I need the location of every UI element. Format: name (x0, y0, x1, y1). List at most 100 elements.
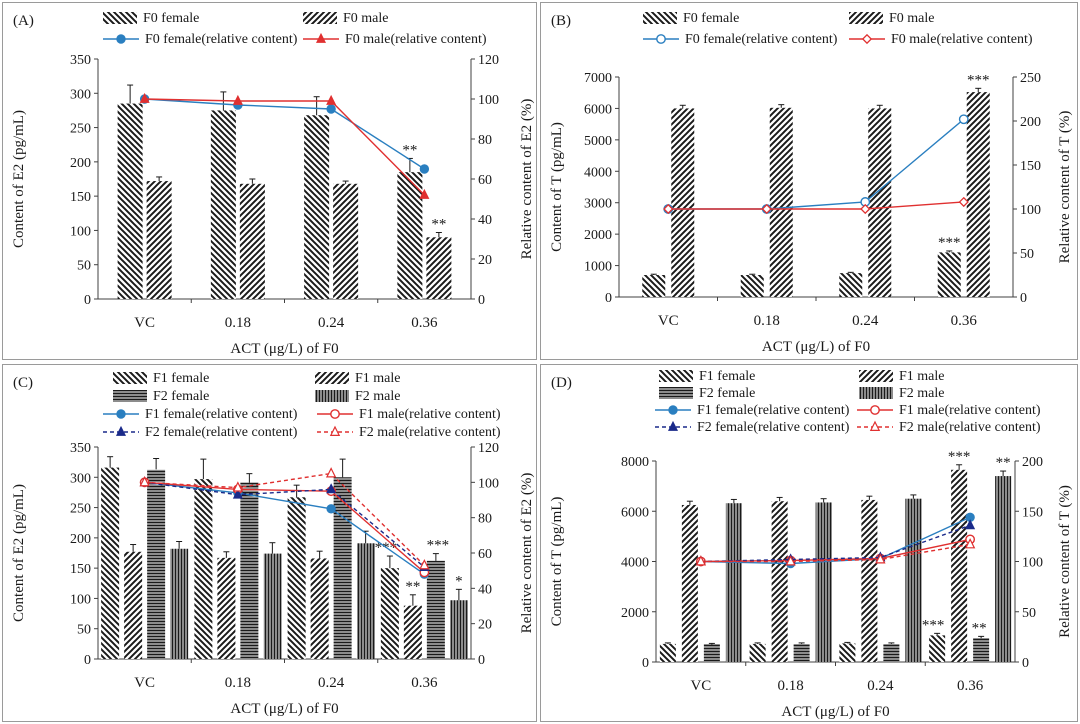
legend-swatch (859, 370, 893, 382)
y-tick-label: 5000 (584, 134, 612, 149)
significance-label: *** (967, 72, 990, 88)
y2-tick-label: 20 (478, 618, 492, 633)
legend-label: F1 male(relative content) (899, 403, 1041, 418)
line-point (326, 504, 336, 514)
x-axis-label: ACT (μg/L) of F0 (762, 339, 870, 355)
legend-label: F2 male (355, 389, 401, 404)
x-tick-label: 0.18 (778, 678, 804, 694)
y-tick-label: 0 (84, 293, 91, 308)
series-line (144, 472, 425, 566)
line-point (326, 483, 337, 494)
legend-label: F2 male(relative content) (899, 420, 1041, 435)
legend-swatch (659, 387, 693, 399)
y-tick-label: 250 (70, 502, 91, 517)
series-line (144, 98, 425, 196)
y-tick-label: 0 (605, 291, 612, 306)
bar (815, 502, 832, 662)
bar (426, 237, 452, 299)
bar (147, 469, 166, 659)
bar (995, 476, 1012, 662)
x-tick-label: 0.18 (754, 313, 780, 329)
panel-label: (C) (13, 375, 33, 391)
significance-label: ** (431, 216, 446, 232)
significance-label: *** (948, 449, 971, 465)
y-tick-label: 200 (70, 156, 91, 171)
line-point (325, 467, 337, 478)
x-tick-label: 0.24 (852, 313, 879, 329)
y-tick-label: 300 (70, 87, 91, 102)
y-tick-label: 0 (642, 656, 649, 671)
bar (403, 605, 422, 659)
panel-c: (C) F1 female F1 male F2 female F2 male F1 fe… (2, 364, 537, 722)
y-tick-label: 3000 (584, 197, 612, 212)
bar (426, 560, 445, 659)
line-point (326, 94, 337, 105)
bar (287, 497, 306, 659)
bar (681, 504, 698, 662)
bar (929, 635, 946, 662)
y2-tick-label: 150 (1020, 159, 1041, 174)
line-point (958, 196, 969, 208)
legend-label: F1 male (899, 369, 945, 384)
bar (905, 498, 922, 662)
legend-label: F2 male(relative content) (359, 425, 501, 440)
line-point (326, 104, 336, 114)
y-tick-label: 350 (70, 441, 91, 456)
bar (973, 638, 990, 662)
bar (671, 108, 695, 297)
x-tick-label: 0.18 (225, 315, 251, 331)
line-point (695, 555, 707, 566)
y2-tick-label: 40 (478, 213, 492, 228)
line-point (419, 559, 430, 570)
y2-tick-label: 80 (478, 133, 492, 148)
y2-axis-label: Relative content of E2 (%) (519, 99, 535, 260)
y-tick-label: 0 (84, 653, 91, 668)
bar (333, 477, 352, 659)
bar (749, 643, 766, 662)
legend-label: F1 female (699, 369, 755, 384)
line-point (115, 425, 127, 436)
legend-swatch (315, 372, 349, 384)
panel-a: (A) F0 female F0 male F0 female(relative co… (2, 2, 537, 360)
x-tick-label: 0.36 (411, 675, 438, 691)
chart-a: (A) F0 female F0 male F0 female(relative co… (11, 11, 535, 357)
bar (210, 110, 236, 299)
legend-label: F2 female (699, 386, 755, 401)
x-tick-label: VC (134, 675, 155, 691)
line-point (663, 203, 674, 215)
legend-label: F0 female (143, 11, 199, 26)
y2-tick-label: 250 (1020, 71, 1041, 86)
legend-label: F0 female(relative content) (685, 32, 838, 47)
bar (194, 479, 213, 659)
bar (771, 501, 788, 662)
y-axis-label: Content of E2 (pg/mL) (11, 484, 27, 622)
series-line (668, 201, 964, 210)
legend-label: F0 female(relative content) (145, 32, 298, 47)
y-tick-label: 100 (70, 592, 91, 607)
significance-label: *** (938, 235, 961, 251)
bar (861, 499, 878, 662)
bar (740, 275, 764, 297)
line-point (869, 420, 881, 431)
legend-label: F0 male(relative content) (891, 32, 1033, 47)
bar (380, 568, 399, 659)
legend-label: F1 male(relative content) (359, 407, 501, 422)
line-point (785, 555, 796, 566)
x-tick-label: VC (658, 313, 679, 329)
y2-axis-label: Relative content of T (%) (1057, 485, 1073, 638)
x-tick-label: VC (690, 678, 711, 694)
chart-c: (C) F1 female F1 male F2 female F2 male F1 fe… (11, 371, 535, 717)
x-tick-label: 0.36 (951, 313, 978, 329)
significance-label: *** (427, 538, 450, 554)
x-axis-label: ACT (μg/L) of F0 (781, 704, 889, 720)
bar (239, 183, 265, 299)
bar (240, 482, 259, 659)
legend-swatch (303, 12, 337, 24)
significance-label: ** (996, 455, 1011, 471)
y2-tick-label: 200 (1022, 455, 1043, 470)
y-tick-label: 100 (70, 224, 91, 239)
bar (117, 103, 143, 299)
series-line (700, 524, 971, 563)
bar (839, 643, 856, 662)
significance-label: ** (402, 142, 417, 158)
